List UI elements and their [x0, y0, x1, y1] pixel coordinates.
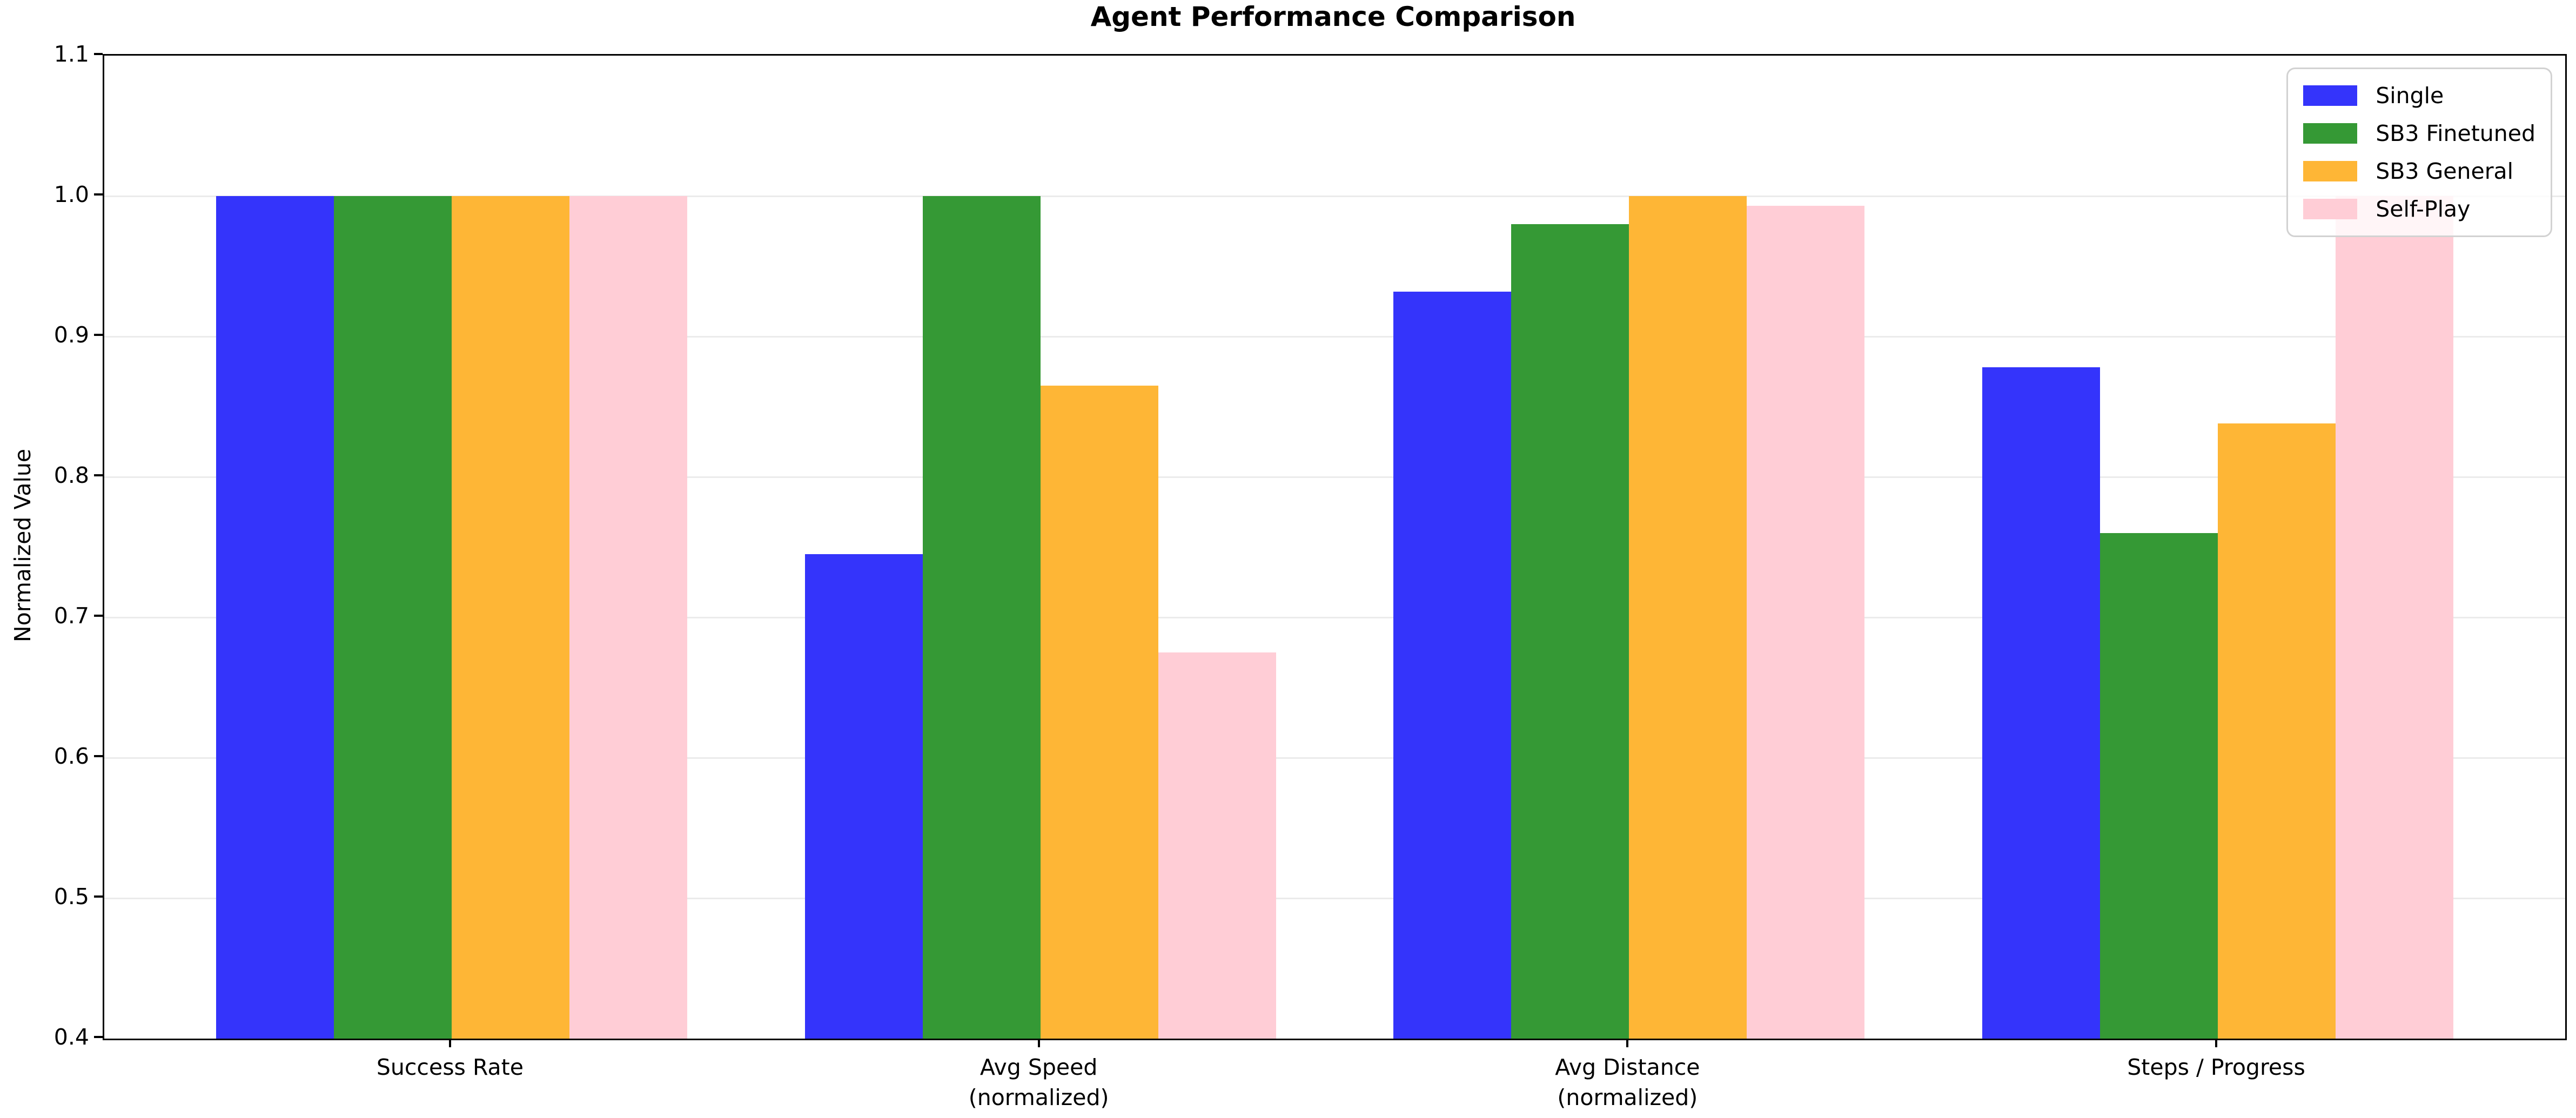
ytick-mark-0.8 — [94, 474, 103, 476]
xtick-mark-3 — [2215, 1039, 2218, 1047]
gridline-y-0.9 — [104, 336, 2565, 338]
legend-label-0: Single — [2376, 83, 2444, 109]
xtick-label-2: Avg Distance (normalized) — [1555, 1054, 1700, 1110]
xtick-mark-0 — [448, 1039, 451, 1047]
ytick-label-0.7: 0.7 — [53, 603, 89, 629]
xtick-mark-2 — [1626, 1039, 1629, 1047]
legend-item-1: SB3 Finetuned — [2303, 115, 2535, 152]
bar-self-play-group-2 — [1747, 206, 1865, 1039]
plot-area: Single SB3 Finetuned SB3 General Self-Play — [103, 54, 2567, 1040]
gridline-y-1.0 — [104, 196, 2565, 197]
bar-self-play-group-0 — [569, 196, 687, 1039]
bar-sb3-finetuned-group-3 — [2100, 533, 2218, 1039]
bar-single-group-0 — [216, 196, 334, 1039]
bar-group-2 — [1393, 56, 1865, 1039]
legend-item-2: SB3 General — [2303, 152, 2535, 190]
legend-item-0: Single — [2303, 77, 2535, 115]
bar-sb3-finetuned-group-2 — [1511, 224, 1629, 1039]
ytick-mark-1.1 — [94, 53, 103, 55]
legend: Single SB3 Finetuned SB3 General Self-Play — [2286, 68, 2552, 237]
bar-sb3-general-group-2 — [1629, 196, 1747, 1039]
legend-label-3: Self-Play — [2376, 196, 2471, 222]
xtick-mark-1 — [1037, 1039, 1040, 1047]
gridline-y-0.8 — [104, 476, 2565, 478]
legend-item-3: Self-Play — [2303, 190, 2535, 228]
bar-group-3 — [1982, 56, 2453, 1039]
legend-swatch-icon — [2303, 161, 2358, 181]
legend-swatch-icon — [2303, 123, 2358, 144]
legend-label-2: SB3 General — [2376, 158, 2514, 184]
bar-self-play-group-1 — [1158, 652, 1276, 1039]
bar-sb3-finetuned-group-1 — [922, 196, 1041, 1039]
bar-sb3-finetuned-group-0 — [333, 196, 452, 1039]
ytick-mark-1.0 — [94, 193, 103, 196]
gridline-y-0.5 — [104, 898, 2565, 899]
xtick-label-1: Avg Speed (normalized) — [968, 1054, 1109, 1110]
ytick-mark-0.4 — [94, 1036, 103, 1038]
bar-single-group-1 — [804, 554, 923, 1039]
gridline-y-0.7 — [104, 617, 2565, 618]
ytick-label-1.1: 1.1 — [53, 41, 89, 67]
ytick-mark-0.9 — [94, 334, 103, 336]
ytick-label-1.0: 1.0 — [53, 181, 89, 207]
legend-swatch-icon — [2303, 199, 2358, 219]
ytick-label-0.9: 0.9 — [53, 322, 89, 348]
bar-sb3-general-group-1 — [1040, 386, 1158, 1039]
ytick-label-0.6: 0.6 — [53, 743, 89, 769]
bar-self-play-group-3 — [2335, 196, 2453, 1039]
bar-sb3-general-group-3 — [2218, 423, 2336, 1039]
bar-single-group-3 — [1982, 367, 2101, 1039]
bar-single-group-2 — [1393, 291, 1512, 1039]
xtick-label-3: Steps / Progress — [2127, 1054, 2305, 1080]
ytick-mark-0.5 — [94, 895, 103, 898]
bar-sb3-general-group-0 — [451, 196, 569, 1039]
legend-label-1: SB3 Finetuned — [2376, 120, 2535, 146]
ytick-mark-0.6 — [94, 755, 103, 757]
bar-group-1 — [804, 56, 1276, 1039]
chart-title: Agent Performance Comparison — [1090, 1, 1576, 32]
ytick-label-0.4: 0.4 — [53, 1024, 89, 1050]
ytick-mark-0.7 — [94, 615, 103, 617]
ytick-label-0.5: 0.5 — [53, 884, 89, 910]
ytick-label-0.8: 0.8 — [53, 462, 89, 488]
gridline-y-0.6 — [104, 757, 2565, 759]
legend-swatch-icon — [2303, 85, 2358, 106]
bar-group-0 — [216, 56, 687, 1039]
xtick-label-0: Success Rate — [376, 1054, 524, 1080]
